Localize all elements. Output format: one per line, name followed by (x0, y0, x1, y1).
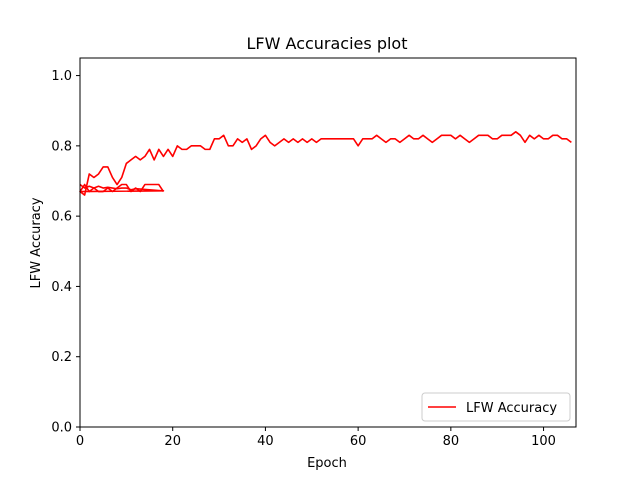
axes-frame (79, 57, 577, 428)
x-tick-label-0: 0 (76, 434, 84, 449)
x-axis-title: Epoch (307, 456, 347, 471)
plot-area: 0 20 40 60 80 100 0.0 0.2 0.4 0.6 0.8 1.0 (51, 57, 577, 449)
legend-label: LFW Accuracy (466, 401, 557, 416)
chart-title: LFW Accuracies plot (247, 34, 408, 53)
x-tick-label-1: 20 (164, 434, 181, 449)
x-tick-label-2: 40 (257, 434, 274, 449)
y-tick-label-4: 0.8 (51, 139, 72, 154)
legend: LFW Accuracy (421, 392, 571, 422)
y-tick-label-0: 0.0 (51, 421, 72, 436)
y-tick-label-1: 0.2 (51, 350, 72, 365)
x-tick-label-5: 100 (531, 434, 556, 449)
series-line-0 (79, 131, 572, 196)
x-tick-label-4: 80 (443, 434, 460, 449)
y-tick-label-3: 0.6 (51, 210, 72, 225)
legend-box (421, 392, 571, 422)
y-tick-label-5: 1.0 (51, 69, 72, 84)
y-tick-label-2: 0.4 (51, 280, 72, 295)
y-axis-title: LFW Accuracy (29, 197, 44, 288)
x-tick-label-3: 60 (350, 434, 367, 449)
series-line-1 (79, 183, 165, 193)
